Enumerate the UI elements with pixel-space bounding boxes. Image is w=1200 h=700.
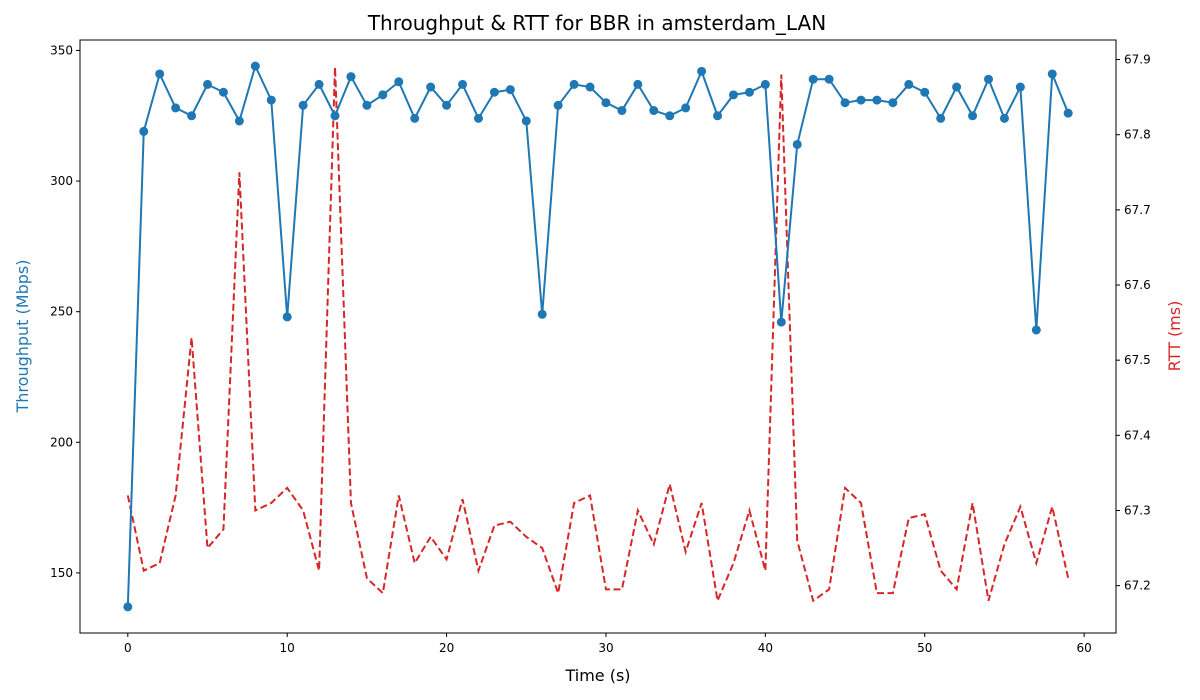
- throughput-point: [314, 79, 324, 89]
- throughput-point: [1031, 325, 1041, 335]
- throughput-point: [569, 79, 579, 89]
- plot-frame: [79, 39, 1117, 634]
- throughput-point: [250, 61, 260, 71]
- y-left-tick-label: 200: [50, 435, 73, 449]
- throughput-point: [920, 87, 930, 97]
- y-right-tick-label: 67.4: [1124, 428, 1151, 442]
- throughput-point: [585, 82, 595, 92]
- throughput-point: [665, 111, 675, 121]
- y-right-tick-label: 67.7: [1124, 203, 1151, 217]
- y-left-tick-label: 350: [50, 43, 73, 57]
- x-tick-label: 40: [758, 641, 773, 655]
- throughput-point: [983, 74, 993, 84]
- throughput-point: [266, 95, 276, 105]
- throughput-point: [505, 85, 515, 95]
- throughput-point: [330, 111, 340, 121]
- x-tick-label: 20: [439, 641, 454, 655]
- throughput-point: [792, 139, 802, 149]
- throughput-point: [744, 87, 754, 97]
- x-tick-label: 50: [917, 641, 932, 655]
- throughput-point: [442, 100, 452, 110]
- throughput-point: [362, 100, 372, 110]
- y-axis-left: 150 200 250 300 350: [50, 43, 80, 580]
- throughput-point: [872, 95, 882, 105]
- throughput-point: [904, 79, 914, 89]
- plot-area: [123, 61, 1073, 612]
- throughput-point: [697, 66, 707, 76]
- throughput-point: [298, 100, 308, 110]
- throughput-point: [840, 98, 850, 108]
- y-axis-right-label: RTT (ms): [1165, 301, 1184, 372]
- y-left-tick-label: 150: [50, 566, 73, 580]
- throughput-point: [346, 72, 356, 82]
- throughput-point: [410, 113, 420, 123]
- chart-title: Throughput & RTT for BBR in amsterdam_LA…: [367, 11, 826, 35]
- throughput-point: [218, 87, 228, 97]
- rtt-series-line: [126, 67, 1070, 605]
- throughput-point: [553, 100, 563, 110]
- y-left-tick-label: 300: [50, 174, 73, 188]
- throughput-point: [856, 95, 866, 105]
- throughput-point: [139, 126, 149, 136]
- throughput-point: [601, 98, 611, 108]
- throughput-point: [888, 98, 898, 108]
- throughput-point: [203, 79, 213, 89]
- y-left-tick-label: 250: [50, 305, 73, 319]
- throughput-point: [808, 74, 818, 84]
- throughput-point: [936, 113, 946, 123]
- throughput-point: [394, 77, 404, 87]
- throughput-point: [952, 82, 962, 92]
- y-right-tick-label: 67.9: [1124, 53, 1151, 67]
- throughput-point: [633, 79, 643, 89]
- throughput-point: [968, 111, 978, 121]
- y-right-tick-label: 67.5: [1124, 353, 1151, 367]
- x-axis-label: Time (s): [564, 666, 630, 685]
- throughput-point: [123, 602, 133, 612]
- throughput-point: [617, 106, 627, 116]
- throughput-point: [537, 309, 547, 319]
- throughput-point: [155, 69, 165, 79]
- y-axis-right: 67.2 67.3 67.4 67.5 67.6 67.7 67.8 67.9: [1116, 53, 1151, 593]
- throughput-point: [378, 90, 388, 100]
- throughput-point: [426, 82, 436, 92]
- throughput-point: [1015, 82, 1025, 92]
- y-right-tick-label: 67.2: [1124, 579, 1151, 593]
- y-axis-left-label: Throughput (Mbps): [13, 260, 32, 414]
- throughput-point: [282, 312, 292, 322]
- throughput-point: [521, 116, 531, 126]
- throughput-point: [728, 90, 738, 100]
- throughput-point: [1047, 69, 1057, 79]
- throughput-point: [999, 113, 1009, 123]
- throughput-point: [760, 79, 770, 89]
- x-axis: 0 10 20 30 40 50 60: [124, 633, 1092, 655]
- throughput-point: [171, 103, 181, 113]
- throughput-point: [824, 74, 834, 84]
- x-tick-label: 30: [598, 641, 613, 655]
- throughput-point: [458, 79, 468, 89]
- throughput-point: [776, 317, 786, 327]
- throughput-point: [681, 103, 691, 113]
- throughput-point: [187, 111, 197, 121]
- x-tick-label: 0: [124, 641, 132, 655]
- y-right-tick-label: 67.8: [1124, 128, 1151, 142]
- throughput-point: [489, 87, 499, 97]
- throughput-point: [1063, 108, 1073, 118]
- y-right-tick-label: 67.6: [1124, 278, 1151, 292]
- x-tick-label: 10: [280, 641, 295, 655]
- throughput-point: [649, 106, 659, 116]
- y-right-tick-label: 67.3: [1124, 503, 1151, 517]
- throughput-point: [713, 111, 723, 121]
- x-tick-label: 60: [1076, 641, 1091, 655]
- throughput-point: [234, 116, 244, 126]
- throughput-point: [473, 113, 483, 123]
